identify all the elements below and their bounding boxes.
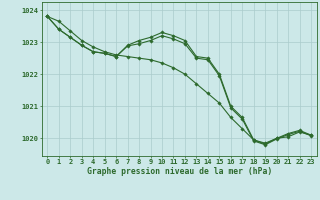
X-axis label: Graphe pression niveau de la mer (hPa): Graphe pression niveau de la mer (hPa)	[87, 167, 272, 176]
